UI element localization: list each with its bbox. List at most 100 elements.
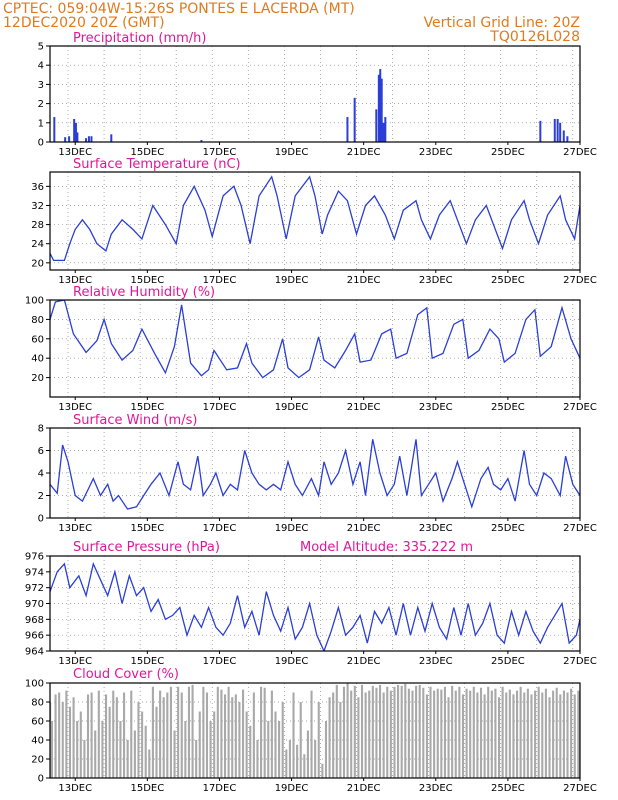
precipitation-ytick-label-5: 5 [38,42,44,53]
pressure-ytick-label-5: 974 [25,567,44,578]
wind-xtick-label-2: 17DEC [203,523,237,534]
cloud-cover-xtick-label-6: 25DEC [491,783,525,794]
cloud-cover-bar-117 [469,690,472,778]
precipitation-bar-15 [379,69,382,142]
cloud-cover-bar-136 [537,686,540,778]
cloud-cover-bar-65 [281,702,284,778]
temperature-xtick-label-0: 13DEC [58,275,92,286]
precipitation-bar-9 [110,134,113,142]
precipitation-bar-17 [382,122,385,142]
cloud-cover-bar-126 [501,686,504,778]
temperature-xtick-label-1: 15DEC [130,275,164,286]
cloud-cover-bar-56 [249,725,252,778]
cloud-cover-bar-87 [360,684,364,778]
cloud-cover-bar-134 [530,694,533,778]
cloud-cover-bar-115 [461,694,465,778]
header-date: 12DEC2020 20Z (GMT) [3,15,165,31]
cloud-cover-bar-81 [339,702,342,778]
precipitation-bar-2 [68,136,71,142]
cloud-cover-bar-32 [162,697,165,778]
precipitation-bar-5 [76,132,79,142]
precipitation-bar-8 [90,136,93,142]
cloud-cover-bar-61 [267,721,270,778]
cloud-cover-bar-3 [58,692,61,778]
cloud-cover-bar-84 [350,690,353,778]
cloud-cover-bar-38 [184,721,187,778]
cloud-cover-bar-53 [238,702,241,778]
cloud-cover-bar-31 [159,690,162,778]
cloud-cover-bar-41 [195,740,198,778]
cloud-cover-bar-27 [144,725,147,778]
wind-ytick-label-2: 4 [38,469,44,480]
cloud-cover-bar-30 [155,706,158,778]
temperature-ytick-label-4: 36 [31,182,44,193]
cloud-cover-title: Cloud Cover (%) [73,667,179,682]
cloud-cover-xtick-label-4: 21DEC [347,783,381,794]
temperature-title: Surface Temperature (nC) [73,157,241,172]
pressure-ytick-label-4: 972 [25,583,44,594]
cloud-cover-bar-20 [119,721,122,778]
cloud-cover-bar-120 [479,687,483,778]
wind-xtick-label-1: 15DEC [130,523,164,534]
wind-xtick-label-4: 21DEC [347,523,381,534]
cloud-cover-bar-42 [198,711,201,778]
temperature-ytick-label-2: 28 [31,220,44,231]
cloud-cover-bar-98 [400,685,403,778]
cloud-cover-bar-17 [108,706,111,778]
cloud-cover-bar-147 [577,690,580,778]
precipitation-frame [49,45,581,143]
cloud-cover-bar-12 [90,692,93,778]
humidity-ytick-label-3: 80 [31,315,44,326]
cloud-cover-bar-99 [404,683,407,778]
temperature-ytick-label-0: 20 [31,258,44,269]
cloud-cover-bar-48 [220,689,223,778]
temperature-ytick-label-1: 24 [31,239,44,250]
cloud-cover-bar-54 [241,689,245,778]
precipitation-xtick-label-3: 19DEC [275,147,309,158]
temperature-xtick-label-6: 25DEC [491,275,525,286]
cloud-cover-bar-2 [54,694,57,778]
cloud-cover-xtick-label-7: 27DEC [563,783,597,794]
cloud-cover-bar-83 [346,683,349,778]
wind-frame [49,427,581,519]
temperature-frame [49,171,581,271]
humidity-xtick-label-7: 27DEC [563,402,597,413]
pressure-xtick-label-1: 15DEC [130,656,164,667]
panel-stack: 0 1 2 3 4 5 13DEC 15DEC 17DEC 19DEC 21DEC 23DEC 25DE… [25,31,597,794]
cloud-cover-frame [49,682,581,779]
cloud-cover-bar-15 [101,721,104,778]
cloud-cover-bar-76 [321,763,324,778]
cloud-cover-bar-49 [223,694,227,778]
cloud-cover-bar-13 [94,730,97,778]
humidity-xtick-label-3: 19DEC [275,402,309,413]
cloud-cover-bar-68 [292,692,295,778]
humidity-ytick-label-0: 20 [31,373,44,384]
precipitation-bar-21 [556,118,559,142]
cloud-cover-bar-62 [270,690,273,778]
wind-xtick-label-5: 23DEC [419,523,453,534]
pressure-xtick-label-4: 21DEC [347,656,381,667]
cloud-cover-bar-19 [115,697,118,778]
cloud-cover-ytick-label-1: 20 [31,755,44,766]
cloud-cover-bar-89 [368,690,371,778]
humidity-xtick-label-5: 23DEC [419,402,453,413]
precipitation-bar-0 [53,117,56,142]
precipitation-bar-18 [384,117,387,142]
cloud-cover-bar-114 [458,686,461,778]
precipitation-bar-12 [353,97,356,142]
wind-ytick-label-4: 8 [38,424,44,435]
cloud-cover-bar-60 [263,687,266,778]
wind-xtick-label-6: 25DEC [491,523,525,534]
cloud-cover-xtick-label-2: 17DEC [203,783,237,794]
precipitation-xtick-label-7: 27DEC [563,147,597,158]
cloud-cover-bar-79 [332,692,335,778]
cloud-cover-ytick-label-4: 80 [31,698,44,709]
cloud-cover-bar-67 [288,740,291,778]
cloud-cover-ytick-label-0: 0 [38,774,44,785]
temperature-xtick-label-4: 21DEC [347,275,381,286]
cloud-cover-bar-100 [407,688,410,778]
precipitation-title: Precipitation (mm/h) [73,31,206,46]
precipitation-bar-6 [85,138,88,142]
precipitation-xtick-label-0: 13DEC [58,147,92,158]
pressure-annotation: Model Altitude: 335.222 m [300,540,473,555]
